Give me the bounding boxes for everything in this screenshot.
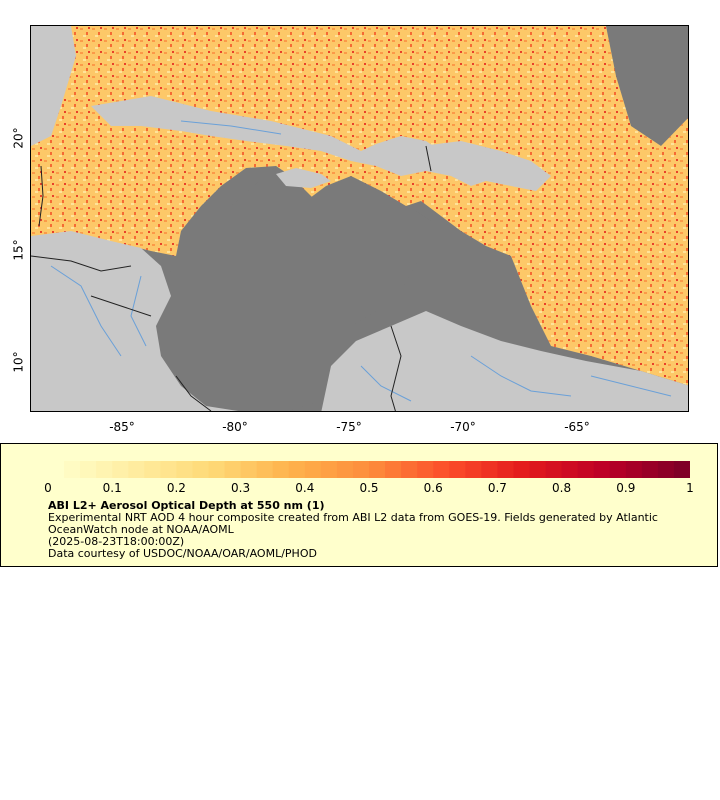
aod-map: [31, 26, 688, 411]
land-hispaniola: [421, 141, 551, 191]
legend-panel: 0 0.1 0.2 0.3 0.4 0.5 0.6 0.7 0.8 0.9 1 ABI L2+ Ae…: [0, 443, 718, 567]
colorbar-tick-label: 0.8: [552, 481, 572, 495]
colorbar-step: [465, 461, 482, 478]
lat-tick-label: 10°: [11, 351, 26, 373]
colorbar-step: [449, 461, 466, 478]
colorbar-step: [513, 461, 530, 478]
land-jamaica: [276, 168, 331, 188]
land-north: [31, 26, 76, 146]
colorbar-step: [657, 461, 675, 478]
colorbar-step: [593, 461, 611, 478]
colorbar-tick-label: 0.1: [102, 481, 122, 495]
colorbar-tick-label: 0.9: [616, 481, 636, 495]
colorbar-step: [112, 461, 129, 478]
colorbar-step: [545, 461, 563, 478]
rivers: [50, 120, 672, 402]
colorbar-step: [417, 461, 434, 478]
colorbar-step: [625, 461, 643, 478]
legend-timestamp: (2025-08-23T18:00:00Z): [48, 535, 185, 548]
colorbar-step: [224, 461, 242, 478]
land-lake: [416, 348, 441, 381]
colorbar-tick-label: 0: [44, 481, 52, 495]
lon-tick-label: -85°: [109, 420, 135, 434]
colorbar-step: [577, 461, 595, 478]
colorbar-step: [481, 461, 498, 478]
land-central-america: [31, 231, 239, 411]
land-south-america: [321, 311, 688, 411]
map-panel: [30, 25, 689, 412]
colorbar-tick-label: 0.4: [295, 481, 315, 495]
colorbar-step: [96, 461, 113, 478]
colorbar-step: [256, 461, 274, 478]
colorbar-step: [128, 461, 145, 478]
colorbar-tick-label: 0.6: [423, 481, 443, 495]
colorbar-step: [64, 461, 81, 478]
colorbar-step: [192, 461, 209, 478]
colorbar-step: [208, 461, 226, 478]
colorbar-tick-label: 1: [686, 481, 694, 495]
colorbar-step: [272, 461, 290, 478]
colorbar-step: [609, 461, 627, 478]
lon-tick-label: -75°: [336, 420, 362, 434]
colorbar-step: [352, 461, 370, 478]
colorbar-step: [385, 461, 402, 478]
colorbar-step: [304, 461, 322, 478]
colorbar-step: [641, 461, 659, 478]
colorbar-step: [561, 461, 579, 478]
colorbar-step: [320, 461, 338, 478]
colorbar-step: [288, 461, 306, 478]
colorbar-step: [369, 461, 386, 478]
colorbar-step: [529, 461, 547, 478]
legend-credit: Data courtesy of USDOC/NOAA/OAR/AOML/PHO…: [48, 547, 317, 560]
colorbar-step: [673, 461, 690, 478]
colorbar-step: [240, 461, 258, 478]
lat-tick-label: 20°: [11, 127, 26, 149]
legend-text: ABI L2+ Aerosol Optical Depth at 550 nm …: [48, 500, 693, 560]
colorbar-tick-label: 0.2: [166, 481, 186, 495]
lon-tick-label: -70°: [450, 420, 476, 434]
colorbar-step: [48, 461, 65, 478]
colorbar: [48, 461, 690, 478]
colorbar-tick-label: 0.3: [231, 481, 251, 495]
colorbar-step: [497, 461, 514, 478]
colorbar-step: [433, 461, 450, 478]
lat-tick-label: 15°: [11, 239, 26, 261]
colorbar-step: [144, 461, 161, 478]
colorbar-step: [401, 461, 418, 478]
legend-description: Experimental NRT AOD 4 hour composite cr…: [48, 511, 658, 536]
colorbar-step: [336, 461, 354, 478]
legend-title: ABI L2+ Aerosol Optical Depth at 550 nm …: [48, 499, 325, 512]
colorbar-step: [160, 461, 177, 478]
lon-tick-label: -65°: [564, 420, 590, 434]
land-cuba: [91, 96, 501, 186]
colorbar-step: [176, 461, 193, 478]
colorbar-step: [80, 461, 97, 478]
borders: [31, 145, 432, 411]
colorbar-tick-label: 0.5: [359, 481, 379, 495]
colorbar-tick-label: 0.7: [487, 481, 507, 495]
caribbean-nodata: [156, 166, 431, 411]
lon-tick-label: -80°: [222, 420, 248, 434]
